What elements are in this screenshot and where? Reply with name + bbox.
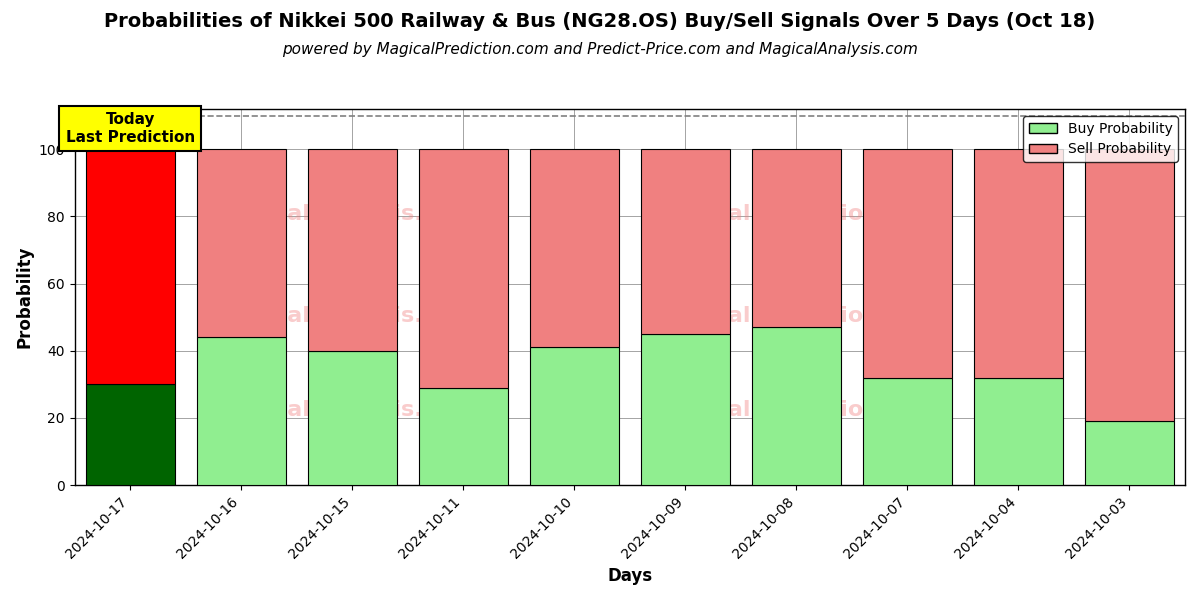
- Bar: [1085, 149, 1174, 421]
- Bar: [530, 347, 619, 485]
- Bar: [308, 351, 397, 485]
- Bar: [85, 149, 174, 385]
- Text: MagicalPrediction.com: MagicalPrediction.com: [654, 205, 940, 224]
- Bar: [530, 149, 619, 347]
- Bar: [974, 377, 1063, 485]
- Text: calAnalysis.com: calAnalysis.com: [274, 400, 475, 420]
- Bar: [197, 337, 286, 485]
- Bar: [641, 149, 730, 334]
- Bar: [419, 149, 508, 388]
- Bar: [752, 328, 841, 485]
- X-axis label: Days: Days: [607, 567, 653, 585]
- Text: MagicalPrediction.com: MagicalPrediction.com: [654, 400, 940, 420]
- Text: Today
Last Prediction: Today Last Prediction: [66, 112, 194, 145]
- Bar: [85, 385, 174, 485]
- Bar: [863, 377, 952, 485]
- Bar: [197, 149, 286, 337]
- Bar: [863, 149, 952, 377]
- Text: MagicalPrediction.com: MagicalPrediction.com: [654, 306, 940, 326]
- Bar: [1085, 421, 1174, 485]
- Legend: Buy Probability, Sell Probability: Buy Probability, Sell Probability: [1024, 116, 1178, 162]
- Bar: [974, 149, 1063, 377]
- Bar: [641, 334, 730, 485]
- Text: powered by MagicalPrediction.com and Predict-Price.com and MagicalAnalysis.com: powered by MagicalPrediction.com and Pre…: [282, 42, 918, 57]
- Text: Probabilities of Nikkei 500 Railway & Bus (NG28.OS) Buy/Sell Signals Over 5 Days: Probabilities of Nikkei 500 Railway & Bu…: [104, 12, 1096, 31]
- Text: calAnalysis.com: calAnalysis.com: [274, 306, 475, 326]
- Text: calAnalysis.com: calAnalysis.com: [274, 205, 475, 224]
- Bar: [419, 388, 508, 485]
- Y-axis label: Probability: Probability: [16, 246, 34, 349]
- Bar: [752, 149, 841, 328]
- Bar: [308, 149, 397, 351]
